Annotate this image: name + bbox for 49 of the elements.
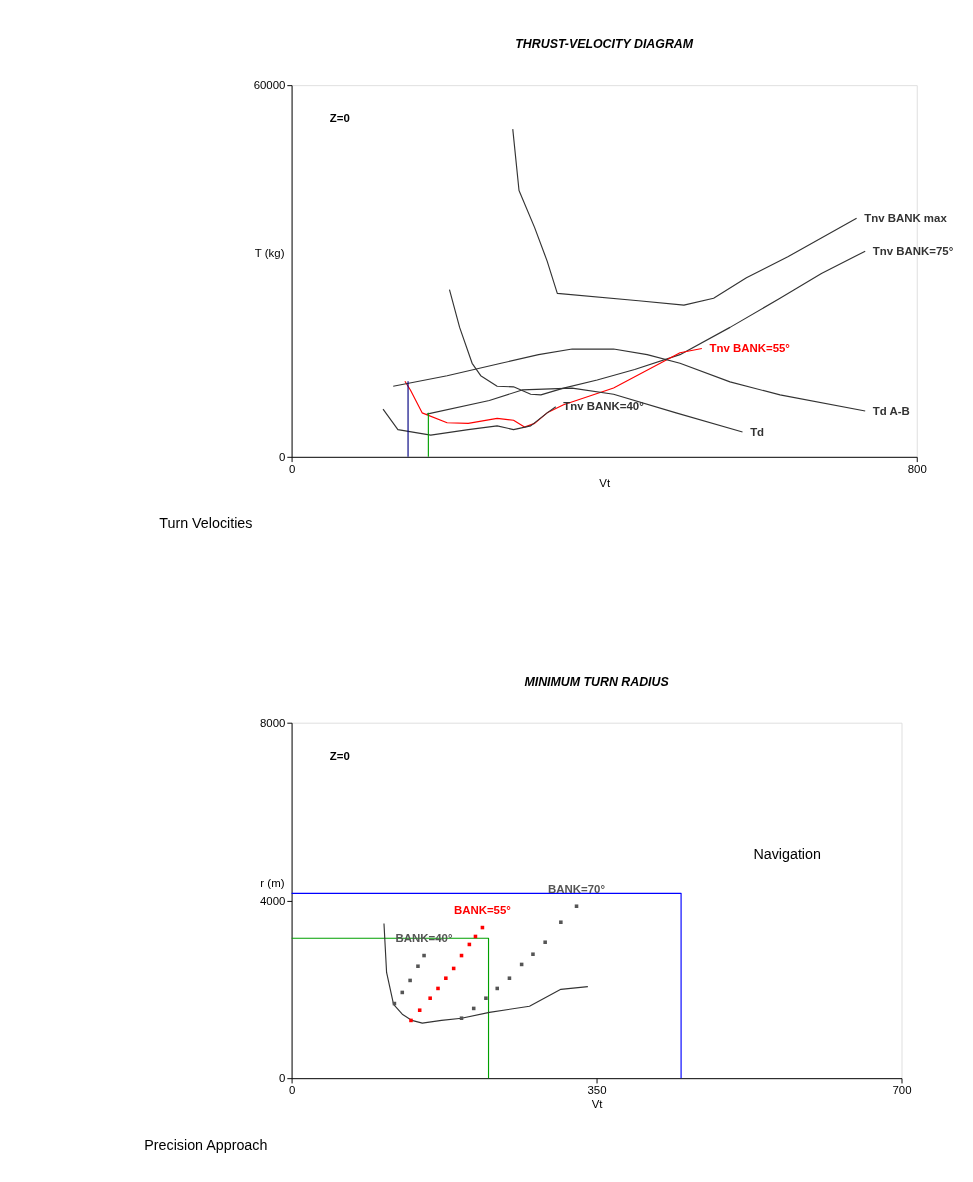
text: Precision Approach bbox=[144, 1136, 268, 1153]
chart-title: THRUST-VELOCITY DIAGRAM bbox=[515, 37, 694, 52]
point bbox=[422, 953, 426, 958]
series-label: BANK=55° bbox=[453, 904, 512, 917]
series-label: Tnv BANK=75° bbox=[872, 245, 954, 257]
y-tick-label: 8000 bbox=[260, 717, 286, 730]
point bbox=[416, 964, 420, 968]
point bbox=[507, 976, 512, 980]
line-series bbox=[404, 347, 703, 428]
annotation: Z=0 bbox=[329, 749, 350, 762]
line-series bbox=[383, 922, 589, 1024]
text: Turn Velocities bbox=[159, 515, 253, 532]
point bbox=[559, 920, 563, 925]
point bbox=[417, 1008, 422, 1012]
point bbox=[444, 976, 448, 980]
y-tick-label: 60000 bbox=[253, 79, 286, 92]
x-tick-label: 800 bbox=[907, 462, 927, 475]
series-label: Tnv BANK=40° bbox=[563, 400, 645, 413]
line-series bbox=[512, 128, 858, 306]
series-label: Tnv BANK max bbox=[864, 212, 948, 225]
x-tick-label: 350 bbox=[587, 1083, 607, 1096]
point bbox=[408, 978, 412, 983]
series-label: Td A-B bbox=[872, 404, 910, 417]
y-tick-label: 0 bbox=[279, 1072, 286, 1085]
point bbox=[543, 940, 547, 945]
point bbox=[409, 1018, 413, 1023]
annotation: Navigation bbox=[753, 846, 821, 863]
y-axis-title: T (kg) bbox=[254, 246, 285, 259]
series-label: BANK=70° bbox=[548, 882, 606, 895]
series-label: Tnv BANK=55° bbox=[709, 342, 791, 355]
annotation: Z=0 bbox=[329, 112, 350, 125]
y-tick-label: 0 bbox=[279, 451, 286, 464]
x-tick-label: 700 bbox=[892, 1083, 912, 1096]
point bbox=[459, 1016, 464, 1020]
y-axis-title: r (m) bbox=[260, 876, 285, 889]
chart-title: MINIMUM TURN RADIUS bbox=[524, 674, 670, 689]
x-axis-title: Vt bbox=[591, 1098, 604, 1111]
point bbox=[400, 990, 405, 995]
point bbox=[428, 996, 432, 1000]
point bbox=[574, 904, 579, 909]
x-axis-title: Vt bbox=[599, 476, 611, 489]
point bbox=[436, 986, 440, 991]
series-label: Td bbox=[750, 425, 765, 438]
line-series bbox=[382, 406, 557, 436]
point bbox=[495, 986, 500, 991]
point bbox=[531, 952, 535, 956]
y-tick-label: 4000 bbox=[260, 894, 286, 907]
point bbox=[484, 996, 488, 1000]
x-tick-label: 0 bbox=[288, 1083, 296, 1096]
